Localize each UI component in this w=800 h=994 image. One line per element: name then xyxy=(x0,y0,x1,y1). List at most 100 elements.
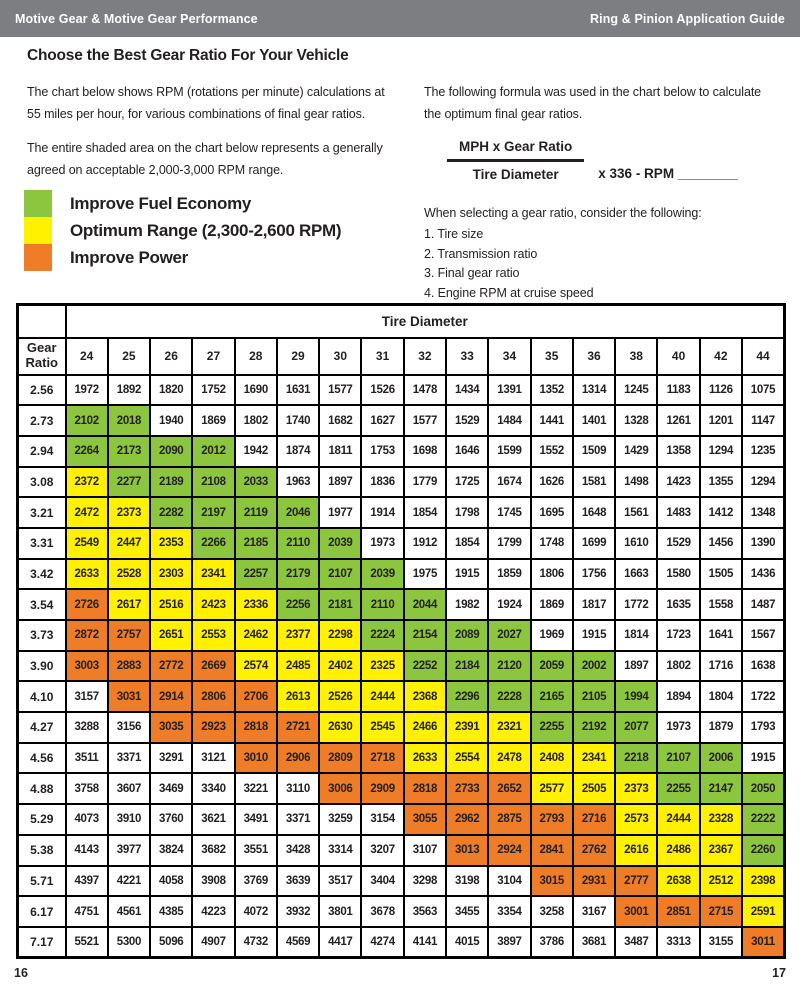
gear-ratio-cell: 5.29 xyxy=(16,803,67,836)
rpm-cell: 2841 xyxy=(529,833,574,867)
rpm-cell: 2218 xyxy=(614,741,659,775)
consider-item-4: 4. Engine RPM at cruise speed xyxy=(424,285,594,300)
table-row: 5.29 4073 3910 3760 3621 3491 3371 3259 3154 3055… xyxy=(16,803,786,836)
rpm-cell: 1529 xyxy=(445,404,490,437)
rpm-cell: 1897 xyxy=(318,465,363,499)
rpm-cell: 1973 xyxy=(656,711,701,744)
rpm-cell: 1487 xyxy=(741,588,786,621)
rpm-cell: 1436 xyxy=(741,557,786,591)
rpm-cell: 1505 xyxy=(698,557,744,591)
rpm-cell: 2257 xyxy=(233,557,278,591)
rpm-cell: 1294 xyxy=(698,434,744,468)
rpm-cell: 4223 xyxy=(191,895,236,928)
rpm-cell: 3607 xyxy=(106,772,152,806)
rpm-cell: 4072 xyxy=(233,895,278,928)
rpm-cell: 4143 xyxy=(64,833,109,867)
gear-ratio-cell: 3.54 xyxy=(16,588,67,621)
rpm-cell: 1348 xyxy=(741,496,786,529)
rpm-cell: 1558 xyxy=(698,588,744,621)
rpm-cell: 2851 xyxy=(656,895,701,928)
table-row: 4.88 3758 3607 3469 3340 3221 3110 3006 2909 2818… xyxy=(16,772,786,806)
gear-ratio-cell: 3.42 xyxy=(16,557,67,591)
rpm-cell: 2616 xyxy=(614,833,659,867)
rpm-cell: 3760 xyxy=(149,803,194,836)
rpm-cell: 2721 xyxy=(275,711,321,744)
gear-ratio-cell: 3.08 xyxy=(16,465,67,499)
rpm-cell: 1806 xyxy=(529,557,574,591)
rpm-cell: 2336 xyxy=(233,588,278,621)
tire-diameter-col-header: 38 xyxy=(614,336,659,376)
rpm-cell: 1355 xyxy=(698,465,744,499)
rpm-cell: 1745 xyxy=(487,496,532,529)
tire-diameter-col-header: 31 xyxy=(360,336,405,376)
intro-paragraph-2: The entire shaded area on the chart belo… xyxy=(27,141,383,177)
rpm-cell: 3469 xyxy=(149,772,194,806)
rpm-cell: 4015 xyxy=(445,925,490,959)
rpm-cell: 2012 xyxy=(191,434,236,468)
rpm-cell: 1567 xyxy=(741,619,786,652)
table-row: 3.73 2872 2757 2651 2553 2462 2377 2298 2224 2154… xyxy=(16,619,786,652)
rpm-cell: 2373 xyxy=(614,772,659,806)
gear-ratio-cell: 4.27 xyxy=(16,711,67,744)
rpm-cell: 3198 xyxy=(445,864,490,898)
tire-diameter-col-header: 44 xyxy=(741,336,786,376)
rpm-cell: 2962 xyxy=(445,803,490,836)
rpm-cell: 1690 xyxy=(233,373,278,407)
rpm-cell: 1423 xyxy=(656,465,701,499)
rpm-cell: 1698 xyxy=(402,434,448,468)
tire-diameter-col-header: 40 xyxy=(656,336,701,376)
rpm-cell: 1969 xyxy=(529,619,574,652)
rpm-cell: 1441 xyxy=(529,404,574,437)
gear-ratio-formula: MPH x Gear Ratio Tire Diameter x 336 - R… xyxy=(447,139,738,182)
rpm-cell: 1529 xyxy=(656,526,701,560)
rpm-cell: 2398 xyxy=(741,864,786,898)
rpm-cell: 1798 xyxy=(445,496,490,529)
rpm-cell: 2110 xyxy=(360,588,405,621)
rpm-cell: 2577 xyxy=(529,772,574,806)
rpm-cell: 2185 xyxy=(233,526,278,560)
rpm-cell: 1912 xyxy=(402,526,448,560)
rpm-cell: 2818 xyxy=(402,772,448,806)
rpm-cell: 3824 xyxy=(149,833,194,867)
rpm-cell: 1390 xyxy=(741,526,786,560)
rpm-cell: 2181 xyxy=(318,588,363,621)
rpm-cell: 2255 xyxy=(656,772,701,806)
rpm-cell: 2089 xyxy=(445,619,490,652)
rpm-cell: 4385 xyxy=(149,895,194,928)
rpm-cell: 2733 xyxy=(445,772,490,806)
rpm-cell: 1892 xyxy=(106,373,152,407)
header-row-diameters: Gear Ratio 24 25 26 27 28 29 30 31 32 33 34 35 36 38 40… xyxy=(16,336,786,376)
rpm-cell: 2777 xyxy=(614,864,659,898)
tire-diameter-col-header: 32 xyxy=(402,336,448,376)
rpm-cell: 3154 xyxy=(360,803,405,836)
rpm-table-body: 2.56 1972 1892 1820 1752 1690 1631 1577 1526 1478… xyxy=(16,373,786,959)
rpm-cell: 2462 xyxy=(233,619,278,652)
gear-ratio-cell: 4.56 xyxy=(16,741,67,775)
rpm-cell: 1483 xyxy=(656,496,701,529)
rpm-cell: 2173 xyxy=(106,434,152,468)
rpm-cell: 2526 xyxy=(318,680,363,714)
rpm-cell: 2154 xyxy=(402,619,448,652)
rpm-cell: 2726 xyxy=(64,588,109,621)
rpm-cell: 1498 xyxy=(614,465,659,499)
rpm-cell: 1478 xyxy=(402,373,448,407)
rpm-cell: 4274 xyxy=(360,925,405,959)
rpm-cell: 2120 xyxy=(487,649,532,683)
rpm-cell: 2875 xyxy=(487,803,532,836)
rpm-cell: 1915 xyxy=(571,619,617,652)
rpm-cell: 1854 xyxy=(402,496,448,529)
rpm-cell: 3035 xyxy=(149,711,194,744)
rpm-cell: 3010 xyxy=(233,741,278,775)
rpm-cell: 1552 xyxy=(529,434,574,468)
gear-ratio-cell: 2.56 xyxy=(16,373,67,407)
rpm-cell: 3511 xyxy=(64,741,109,775)
table-row: 2.94 2264 2173 2090 2012 1942 1874 1811 1753 1698… xyxy=(16,434,786,468)
rpm-cell: 1456 xyxy=(698,526,744,560)
rpm-cell: 3015 xyxy=(529,864,574,898)
rpm-cell: 1942 xyxy=(233,434,278,468)
rpm-cell: 2255 xyxy=(529,711,574,744)
rpm-cell: 1627 xyxy=(360,404,405,437)
rpm-cell: 1756 xyxy=(571,557,617,591)
consider-list: When selecting a gear ratio, consider th… xyxy=(424,204,702,303)
rpm-cell: 2806 xyxy=(191,680,236,714)
